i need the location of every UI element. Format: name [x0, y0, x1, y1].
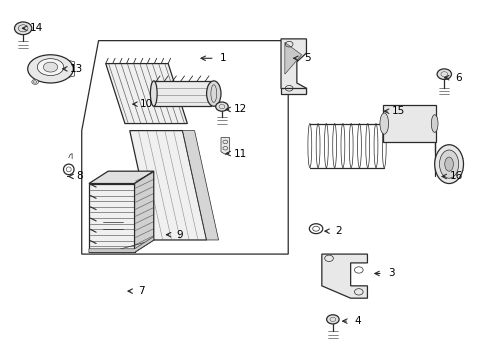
Polygon shape	[322, 254, 368, 298]
Circle shape	[15, 22, 32, 35]
Polygon shape	[89, 237, 154, 252]
Text: 11: 11	[234, 149, 247, 158]
Ellipse shape	[445, 157, 453, 171]
Text: 14: 14	[29, 23, 43, 33]
Circle shape	[437, 69, 451, 80]
Ellipse shape	[440, 150, 459, 178]
Polygon shape	[221, 138, 230, 154]
Polygon shape	[154, 81, 211, 106]
Text: 3: 3	[388, 269, 395, 279]
Circle shape	[327, 315, 339, 324]
Ellipse shape	[380, 113, 389, 134]
Polygon shape	[281, 39, 306, 94]
Ellipse shape	[150, 81, 157, 106]
Ellipse shape	[32, 80, 39, 84]
FancyBboxPatch shape	[383, 105, 436, 142]
Polygon shape	[89, 171, 154, 184]
Text: 6: 6	[455, 73, 462, 83]
Text: 15: 15	[392, 106, 405, 116]
Polygon shape	[106, 64, 187, 123]
Polygon shape	[130, 131, 207, 240]
Ellipse shape	[37, 59, 64, 76]
Polygon shape	[183, 131, 219, 240]
Ellipse shape	[43, 62, 58, 72]
Text: 13: 13	[70, 64, 84, 74]
Polygon shape	[285, 42, 302, 74]
Text: 4: 4	[355, 316, 361, 326]
Text: 1: 1	[220, 53, 227, 63]
Text: 12: 12	[234, 104, 247, 114]
Ellipse shape	[435, 145, 464, 184]
Ellipse shape	[207, 81, 221, 106]
Ellipse shape	[28, 55, 74, 83]
Circle shape	[216, 102, 228, 111]
Text: 10: 10	[140, 99, 153, 109]
Polygon shape	[89, 184, 135, 252]
Polygon shape	[135, 171, 154, 252]
Text: 5: 5	[304, 53, 311, 63]
Text: 8: 8	[76, 171, 83, 181]
Polygon shape	[281, 88, 306, 94]
Text: 2: 2	[335, 226, 342, 236]
Text: 7: 7	[139, 286, 145, 296]
Text: 9: 9	[177, 230, 183, 240]
Text: 16: 16	[450, 171, 463, 181]
Ellipse shape	[431, 115, 438, 132]
